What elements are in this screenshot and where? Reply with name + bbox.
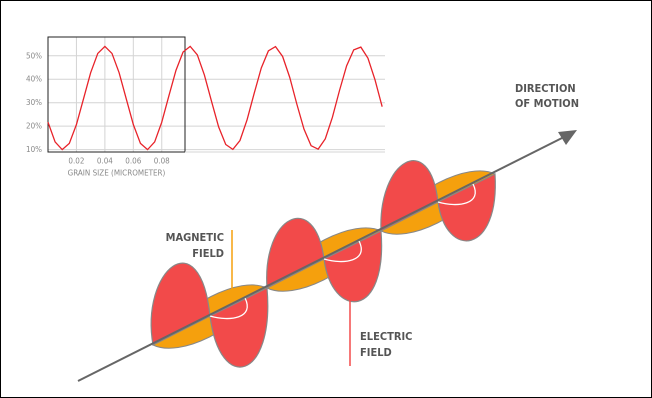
page: 10% 20% 30% 40% 50% 0.02 0.04 0.06 0.08 GRAIN SIZ… <box>0 0 652 398</box>
direction-label: OF MOTION <box>515 97 579 110</box>
x-tick-label: 0.02 <box>68 157 84 166</box>
x-tick-label: 0.04 <box>97 157 113 166</box>
page-border <box>1 1 652 398</box>
direction-label: DIRECTION <box>515 82 576 95</box>
magnetic-label: FIELD <box>192 247 224 260</box>
y-tick-label: 10% <box>26 145 42 154</box>
magnetic-label: MAGNETIC <box>166 231 224 244</box>
y-tick-label: 50% <box>26 51 42 60</box>
y-tick-label: 30% <box>26 98 42 107</box>
x-tick-label: 0.06 <box>125 157 141 166</box>
y-tick-label: 40% <box>26 75 42 84</box>
electric-label: ELECTRIC <box>360 330 412 343</box>
y-tick-label: 20% <box>26 122 42 131</box>
x-axis-label: GRAIN SIZE (MICROMETER) <box>68 169 166 178</box>
x-tick-label: 0.08 <box>154 157 170 166</box>
electric-label: FIELD <box>360 346 392 359</box>
